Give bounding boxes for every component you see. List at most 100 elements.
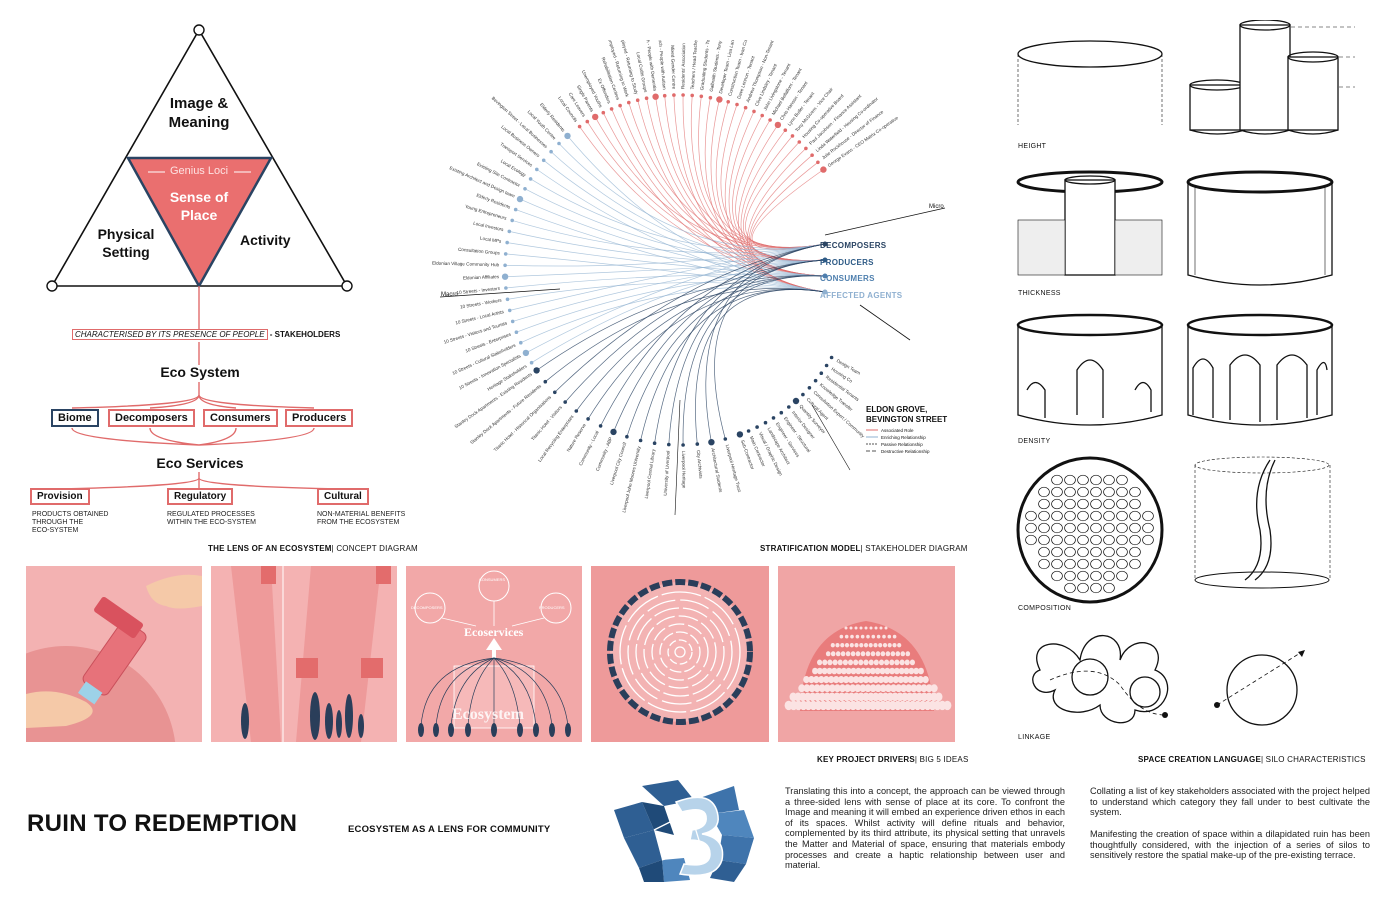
relationship-line (576, 275, 826, 412)
panel-dome (778, 566, 955, 742)
stakeholder-dot (507, 229, 512, 234)
pebble (1090, 582, 1102, 594)
stakeholder-label: Church - People with Autism (657, 40, 667, 90)
dome-cell (887, 643, 892, 648)
dome-cell (850, 667, 857, 675)
strat-caption-bold: STRATIFICATION MODEL (760, 544, 861, 553)
dome-cell (844, 643, 850, 648)
dome-cell (830, 643, 835, 648)
dome-cell (900, 684, 908, 693)
dome-cell (827, 659, 833, 666)
stakeholder-dot (813, 378, 818, 383)
dome-cell (879, 667, 886, 675)
dome-cell (870, 651, 876, 657)
stakeholder-label: University of Liverpool (663, 450, 671, 495)
image-meaning-label: Image & Meaning (150, 94, 248, 132)
dome-cell (845, 667, 852, 675)
dome-cell (864, 626, 868, 630)
dome-cell (833, 684, 841, 693)
stakeholder-dot (736, 431, 744, 438)
stakeholder-dot (519, 340, 523, 345)
relationship-lines (505, 94, 826, 446)
stakeholder-label: Liverpool Heritage (681, 451, 687, 489)
drivers-caption: KEY PROJECT DRIVERS| BIG 5 IDEAS (817, 755, 969, 764)
dome-cell (884, 667, 891, 675)
stakeholder-label: Local MPs (480, 236, 503, 244)
pebble (1051, 546, 1063, 558)
micro-label: Micro (929, 204, 944, 210)
provision-desc: PRODUCTS OBTAINED THROUGH THE ECO-SYSTEM (32, 511, 109, 535)
stakeholder-dot (681, 93, 685, 97)
dome-cell (835, 651, 841, 657)
dome-cell (872, 676, 880, 684)
stakeholder-dot (574, 409, 579, 413)
dome-cell (833, 676, 840, 684)
pebble (1064, 510, 1076, 522)
stakeholder-label: Consultation Groups (458, 247, 501, 256)
pebble (1116, 522, 1128, 534)
biome-box: Biome (51, 409, 99, 427)
dome-cell (880, 651, 886, 657)
relationship-line (587, 121, 826, 261)
pebble (1038, 558, 1050, 570)
relationship-line (646, 98, 826, 277)
dome-cell (862, 676, 870, 684)
decomposers-box: Decomposers (108, 409, 195, 427)
legend-swatches (866, 429, 878, 452)
dome-cell (858, 659, 864, 666)
dome-cell (897, 676, 904, 684)
pebble (1090, 498, 1102, 510)
dome-cell (890, 651, 896, 657)
stakeholder-label: Nature Reserve (566, 422, 587, 452)
dome-cell (818, 676, 825, 684)
relationship-line (611, 108, 826, 277)
dome-cell (826, 667, 833, 675)
dome-cell (860, 651, 866, 657)
dome-cell (907, 676, 914, 684)
activity-label: Activity (240, 232, 291, 248)
dome-cell (876, 634, 881, 639)
pebble (1090, 486, 1102, 498)
stakeholder-dot (652, 93, 659, 100)
category-dot (822, 289, 828, 295)
dome-cell (935, 692, 943, 702)
stakeholder-dot (541, 158, 546, 163)
pebble (1116, 474, 1128, 486)
stakeholder-dot (824, 363, 829, 368)
dome-cell (844, 634, 849, 639)
provision-desc-3: ECO-SYSTEM (32, 527, 79, 534)
relationship-line (505, 253, 826, 293)
dome-cell (822, 659, 828, 666)
strat-caption-rest: | STAKEHOLDER DIAGRAM (860, 544, 968, 553)
dome-cell (844, 684, 852, 693)
tree-rings-illustration (607, 579, 753, 725)
silo-paragraph: Manifesting the creation of space within… (1090, 829, 1370, 861)
relationship-line (673, 95, 826, 293)
dome-cell (813, 684, 821, 693)
stakeholder-dot (829, 355, 834, 360)
stakeholder-dot (774, 121, 782, 129)
dome-cell (892, 643, 897, 648)
pebble (1051, 558, 1063, 570)
dome-cell (854, 643, 859, 648)
dome-cell (835, 643, 840, 648)
pebble (1051, 534, 1063, 546)
dome-cell (853, 659, 859, 666)
silo-caption-bold: SPACE CREATION LANGUAGE (1138, 755, 1261, 764)
stakeholder-dot (746, 429, 751, 433)
stakeholder-dot (609, 107, 614, 111)
stakeholder-dot (760, 113, 764, 118)
dome-cell (874, 626, 878, 630)
provision-box: Provision (30, 488, 90, 505)
pebble (1038, 522, 1050, 534)
stakeholder-dot (752, 109, 756, 114)
relationship-line (519, 198, 826, 277)
category-dot (822, 257, 828, 263)
pebble (1064, 486, 1076, 498)
dome-cell (890, 684, 897, 693)
relationship-line (520, 286, 826, 344)
silo-label-density: DENSITY (1018, 438, 1051, 445)
stakeholder-dot (768, 118, 772, 122)
stakeholder-dot (708, 95, 713, 100)
physical-setting-line2: Setting (102, 244, 150, 260)
